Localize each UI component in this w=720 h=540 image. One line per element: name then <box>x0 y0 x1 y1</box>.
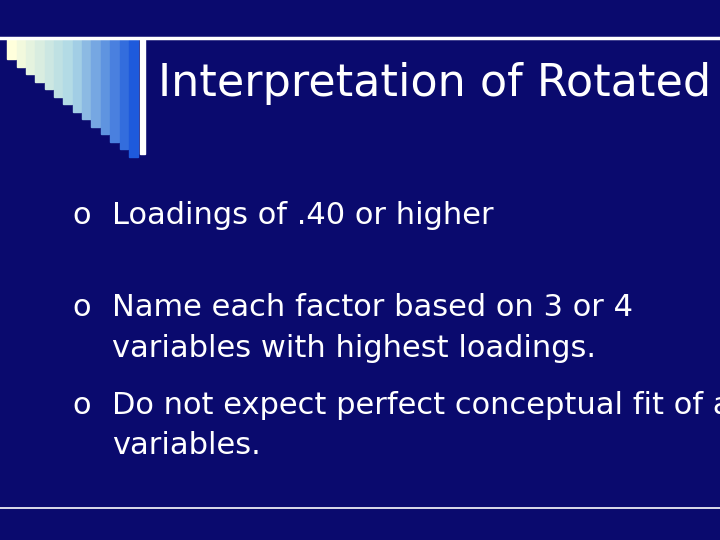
Bar <box>7 38 16 59</box>
Bar <box>35 38 44 82</box>
Bar <box>26 38 35 75</box>
Bar <box>17 38 25 67</box>
Text: variables.: variables. <box>112 431 261 460</box>
Bar <box>63 38 72 104</box>
Bar <box>82 38 91 119</box>
Text: Name each factor based on 3 or 4: Name each factor based on 3 or 4 <box>112 293 633 322</box>
Text: o: o <box>72 201 91 231</box>
Bar <box>110 38 119 141</box>
Bar <box>45 38 53 89</box>
Bar <box>120 38 128 149</box>
Bar <box>73 38 81 112</box>
Text: Do not expect perfect conceptual fit of all: Do not expect perfect conceptual fit of … <box>112 390 720 420</box>
Text: Interpretation of Rotated Matrix: Interpretation of Rotated Matrix <box>158 62 720 105</box>
Bar <box>91 38 100 127</box>
Text: variables with highest loadings.: variables with highest loadings. <box>112 334 595 363</box>
Bar <box>101 38 109 134</box>
Bar <box>140 38 145 154</box>
Text: o: o <box>72 390 91 420</box>
Bar <box>54 38 63 97</box>
Text: Loadings of .40 or higher: Loadings of .40 or higher <box>112 201 493 231</box>
Text: o: o <box>72 293 91 322</box>
Bar <box>129 38 138 157</box>
